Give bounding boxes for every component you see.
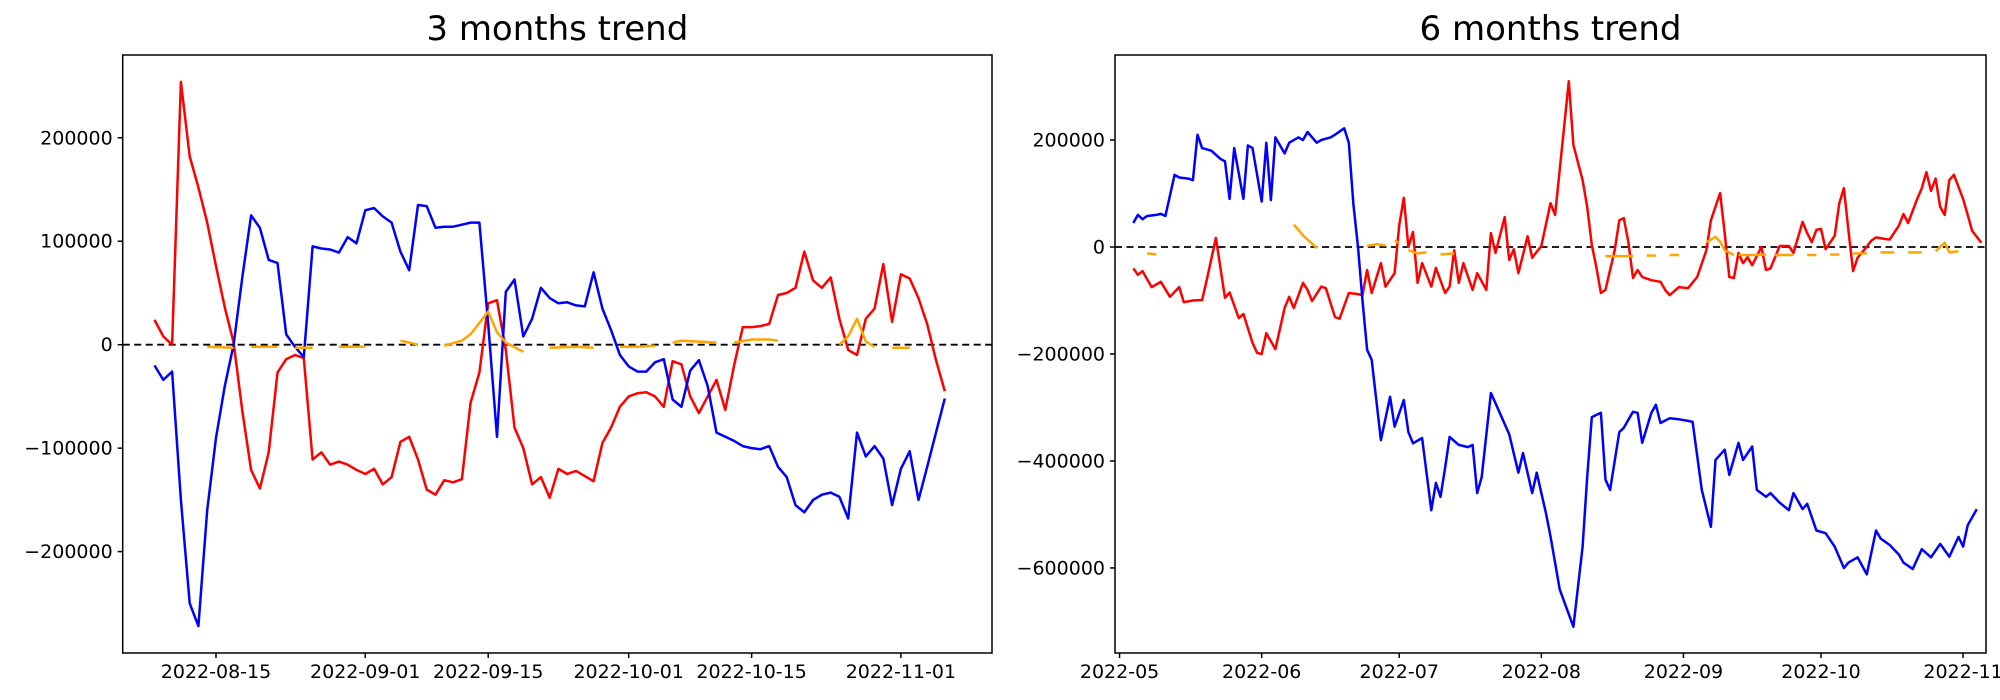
left-chart-red-series-line [153,80,947,500]
left-chart-orange-series-segment [838,317,876,348]
left-chart-plot-border [121,54,993,654]
right-chart-orange-series-segment [1934,241,1959,254]
left-chart-orange-series-segment [400,339,419,346]
left-chart-orange-series-segment [443,310,524,354]
left-chart-y-tick-label: −100000 [24,438,112,460]
left-chart-x-tick-label: 2022-10-01 [573,661,683,683]
right-chart-y-tick-label: 0 [1093,237,1105,259]
right-chart-x-tick-label: 2022-09 [1644,661,1723,683]
right-chart-orange-series-segment [1738,253,1767,257]
left-chart-orange-series-segment [619,344,656,349]
right-chart-red-series-line [1132,79,1983,356]
right-chart-orange-series-segment [1440,252,1455,256]
left-chart-x-tick-label: 2022-11-01 [846,661,956,683]
right-chart-y-tick-label: −400000 [1017,450,1105,472]
left-chart-y-tick-label: 200000 [40,127,113,149]
right-chart-y-tick-label: −200000 [1017,344,1105,366]
left-chart-x-tick-label: 2022-09-15 [433,661,543,683]
right-chart-x-tick-label: 2022-08 [1502,661,1581,683]
right-chart-x-tick-label: 2022-10 [1781,661,1860,683]
left-chart-orange-series-segment [672,339,717,344]
left-chart-y-tick-label: 100000 [40,231,113,253]
left-chart-y-tick-label: 0 [101,334,113,356]
left-chart-orange-series-segment [733,338,779,344]
right-chart-title: 6 months trend [1420,9,1682,49]
right-chart-orange-series-segment [1146,252,1157,256]
left-chart-y-tick-label: −200000 [24,541,112,563]
left-chart-orange-series-segment [549,345,594,350]
left-chart-x-tick-label: 2022-08-15 [161,661,271,683]
right-chart-y-tick-label: −600000 [1017,557,1105,579]
right-chart-orange-series-segment [1407,249,1427,255]
left-chart-x-tick-label: 2022-09-01 [310,661,420,683]
left-chart-title: 3 months trend [426,9,688,49]
right-chart-orange-series-segment [1366,243,1386,248]
left-chart-blue-series-line [153,203,947,628]
right-chart-blue-series-line [1132,127,1978,629]
right-chart-y-tick-label: 200000 [1032,130,1105,152]
left-chart-orange-series-segment [207,345,234,350]
right-chart-x-tick-label: 2022-07 [1360,661,1439,683]
right-chart-plot-border [1114,54,1987,654]
right-chart-x-tick-label: 2022-11 [1923,661,2000,683]
right-chart-orange-series-segment [1705,235,1735,257]
right-chart-orange-series-segment [1394,239,1400,244]
right-chart-x-tick-label: 2022-05 [1080,661,1159,683]
right-chart-orange-series-segment [1292,223,1318,250]
left-chart-x-tick-label: 2022-10-15 [696,661,806,683]
right-chart-x-tick-label: 2022-06 [1222,661,1301,683]
